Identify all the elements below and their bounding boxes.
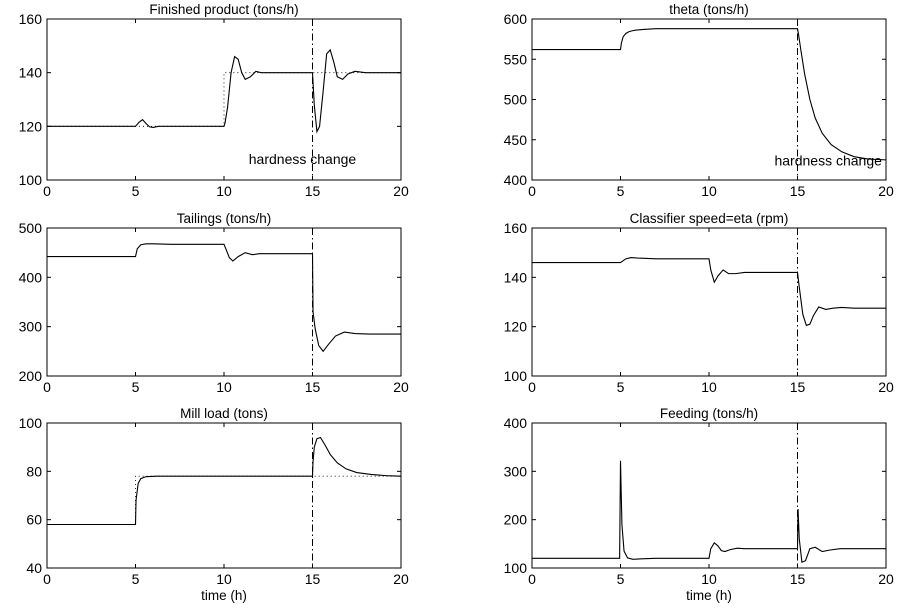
x-tick-label: 15 xyxy=(305,183,321,199)
x-tick-label: 5 xyxy=(132,183,140,199)
x-tick-label: 10 xyxy=(216,183,232,199)
x-tick-label: 0 xyxy=(528,183,536,199)
y-tick-label: 120 xyxy=(19,118,43,134)
x-tick-label: 15 xyxy=(790,571,806,587)
x-tick-label: 5 xyxy=(617,183,625,199)
x-tick-label: 10 xyxy=(701,379,717,395)
response-series-line xyxy=(532,28,887,161)
response-series-line xyxy=(47,243,401,353)
response-series-line xyxy=(47,48,401,134)
y-tick-label: 500 xyxy=(19,220,43,236)
y-tick-label: 40 xyxy=(26,560,42,576)
x-tick-label: 15 xyxy=(790,379,806,395)
plot-panel-1: 0 5 10 15 20 400 450 500 550 600 theta (tons/h) har… xyxy=(504,2,894,199)
y-tick-label: 300 xyxy=(504,463,528,479)
response-series-line xyxy=(47,436,402,526)
plot-panel-5: 0 5 10 15 20 100 200 300 400 Feeding (tons/h) time… xyxy=(504,406,894,603)
plot-title: Classifier speed=eta (rpm) xyxy=(630,211,789,226)
x-tick-label: 10 xyxy=(216,379,232,395)
response-series-line xyxy=(532,257,886,327)
annotation-label: hardness change xyxy=(774,153,882,169)
y-tick-label: 140 xyxy=(19,65,43,81)
x-tick-label: 20 xyxy=(393,183,409,199)
y-tick-label: 80 xyxy=(26,463,42,479)
y-tick-label: 450 xyxy=(504,132,528,148)
y-tick-label: 100 xyxy=(19,172,43,188)
axes-frame xyxy=(531,422,887,569)
reference-series-line xyxy=(47,475,401,525)
x-axis-label: time (h) xyxy=(201,588,247,603)
y-tick-label: 500 xyxy=(504,92,528,108)
y-tick-label: 60 xyxy=(26,512,42,528)
y-tick-label: 200 xyxy=(19,368,43,384)
x-tick-label: 5 xyxy=(617,571,625,587)
x-axis-label: time (h) xyxy=(686,588,732,603)
y-tick-label: 200 xyxy=(504,512,528,528)
x-tick-label: 5 xyxy=(132,379,140,395)
x-tick-label: 20 xyxy=(878,571,894,587)
x-tick-label: 0 xyxy=(528,379,536,395)
plot-panel-0: 0 5 10 15 20 100 120 140 160 Finished product (to… xyxy=(19,2,409,199)
x-tick-label: 0 xyxy=(43,571,51,587)
plot-panel-4: 0 5 10 15 20 40 60 80 100 Mill load (tons) time (h… xyxy=(19,406,409,603)
x-tick-label: 15 xyxy=(305,379,321,395)
plot-title: Feeding (tons/h) xyxy=(660,406,758,421)
x-tick-label: 20 xyxy=(393,379,409,395)
y-tick-label: 100 xyxy=(504,560,528,576)
x-tick-label: 10 xyxy=(701,571,717,587)
x-tick-label: 0 xyxy=(528,571,536,587)
plot-panel-3: 0 5 10 15 20 100 120 140 160 Classifier speed=eta… xyxy=(504,211,894,395)
x-tick-label: 10 xyxy=(216,571,232,587)
axes-frame xyxy=(46,422,402,569)
axes-frame xyxy=(46,227,402,377)
x-tick-label: 0 xyxy=(43,379,51,395)
plot-title: Mill load (tons) xyxy=(180,406,268,421)
y-tick-label: 100 xyxy=(504,368,528,384)
annotation-label: hardness change xyxy=(249,151,357,167)
y-tick-label: 140 xyxy=(504,269,528,285)
y-tick-label: 100 xyxy=(19,415,43,431)
plot-title: theta (tons/h) xyxy=(669,2,749,17)
x-tick-label: 0 xyxy=(43,183,51,199)
x-tick-label: 10 xyxy=(701,183,717,199)
y-tick-label: 300 xyxy=(19,319,43,335)
y-tick-label: 160 xyxy=(504,220,528,236)
y-tick-label: 400 xyxy=(504,415,528,431)
y-tick-label: 160 xyxy=(19,11,43,27)
axes-frame xyxy=(531,227,887,377)
y-tick-label: 120 xyxy=(504,319,528,335)
y-tick-label: 600 xyxy=(504,11,528,27)
x-tick-label: 15 xyxy=(305,571,321,587)
plot-title: Finished product (tons/h) xyxy=(149,2,298,17)
y-tick-label: 550 xyxy=(504,51,528,67)
reference-series-line xyxy=(47,72,401,127)
x-tick-label: 20 xyxy=(878,379,894,395)
x-tick-label: 5 xyxy=(617,379,625,395)
x-tick-label: 20 xyxy=(393,571,409,587)
x-tick-label: 5 xyxy=(132,571,140,587)
x-tick-label: 15 xyxy=(790,183,806,199)
plot-panel-2: 0 5 10 15 20 200 300 400 500 Tailings (tons/h) xyxy=(19,211,409,395)
y-tick-label: 400 xyxy=(19,269,43,285)
response-series-line xyxy=(532,460,886,563)
y-tick-label: 400 xyxy=(504,172,528,188)
plot-title: Tailings (tons/h) xyxy=(177,211,272,226)
x-tick-label: 20 xyxy=(878,183,894,199)
